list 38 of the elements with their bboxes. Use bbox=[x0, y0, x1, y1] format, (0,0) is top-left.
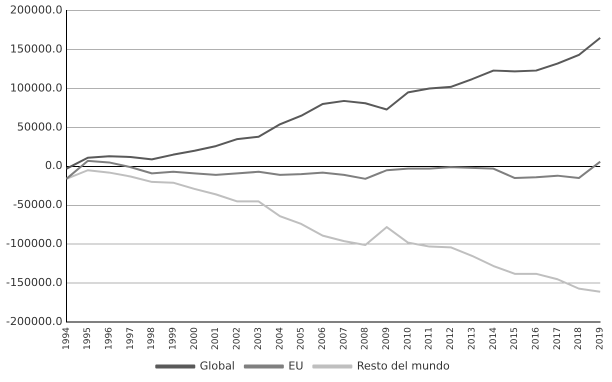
y-tick-label: 100000.0 bbox=[10, 81, 62, 94]
x-tick-label: 1994 bbox=[62, 326, 72, 350]
x-tick-label: 2011 bbox=[424, 327, 435, 350]
legend-label: EU bbox=[288, 359, 304, 372]
y-tick-label: 50000.0 bbox=[16, 120, 62, 134]
x-tick-label: 2001 bbox=[211, 327, 222, 350]
x-tick-label: 2015 bbox=[510, 327, 520, 350]
y-tick-label: -50000.0 bbox=[12, 198, 62, 212]
x-tick-label: 1999 bbox=[168, 326, 179, 350]
x-tick-label: 2018 bbox=[574, 326, 584, 350]
x-tick-label: 2014 bbox=[488, 326, 499, 350]
x-tick-label: 2016 bbox=[531, 326, 542, 350]
legend-label: Global bbox=[200, 359, 235, 372]
x-tick-label: 2003 bbox=[254, 327, 264, 350]
x-tick-label: 1995 bbox=[83, 327, 94, 350]
x-tick-label: 1998 bbox=[147, 326, 158, 350]
x-tick-label: 2000 bbox=[190, 326, 200, 350]
y-tick-label: -100000.0 bbox=[6, 237, 62, 250]
y-tick-label: -150000.0 bbox=[6, 276, 62, 290]
x-tick-label: 2017 bbox=[552, 327, 563, 350]
x-tick-label: 2010 bbox=[403, 326, 414, 350]
x-tick-label: 2008 bbox=[360, 326, 371, 350]
x-tick-label: 2009 bbox=[382, 326, 392, 350]
y-tick-label: 150000.0 bbox=[10, 42, 62, 56]
y-tick-label: 200000.0 bbox=[10, 3, 62, 16]
x-tick-label: 1997 bbox=[126, 327, 136, 350]
x-tick-label: 2002 bbox=[232, 327, 243, 350]
x-tick-label: 2019 bbox=[596, 326, 606, 350]
x-tick-label: 2013 bbox=[467, 327, 478, 350]
x-tick-label: 2005 bbox=[296, 327, 307, 350]
x-tick-label: 2006 bbox=[318, 326, 328, 350]
x-tick-label: 2012 bbox=[446, 327, 456, 350]
legend-label: Resto del mundo bbox=[356, 359, 450, 372]
y-tick-label: -200000.0 bbox=[6, 314, 62, 328]
x-tick-label: 2007 bbox=[339, 327, 350, 350]
x-tick-label: 2004 bbox=[275, 326, 286, 350]
x-tick-label: 1996 bbox=[104, 326, 114, 350]
y-tick-label: 0.0 bbox=[44, 159, 62, 172]
